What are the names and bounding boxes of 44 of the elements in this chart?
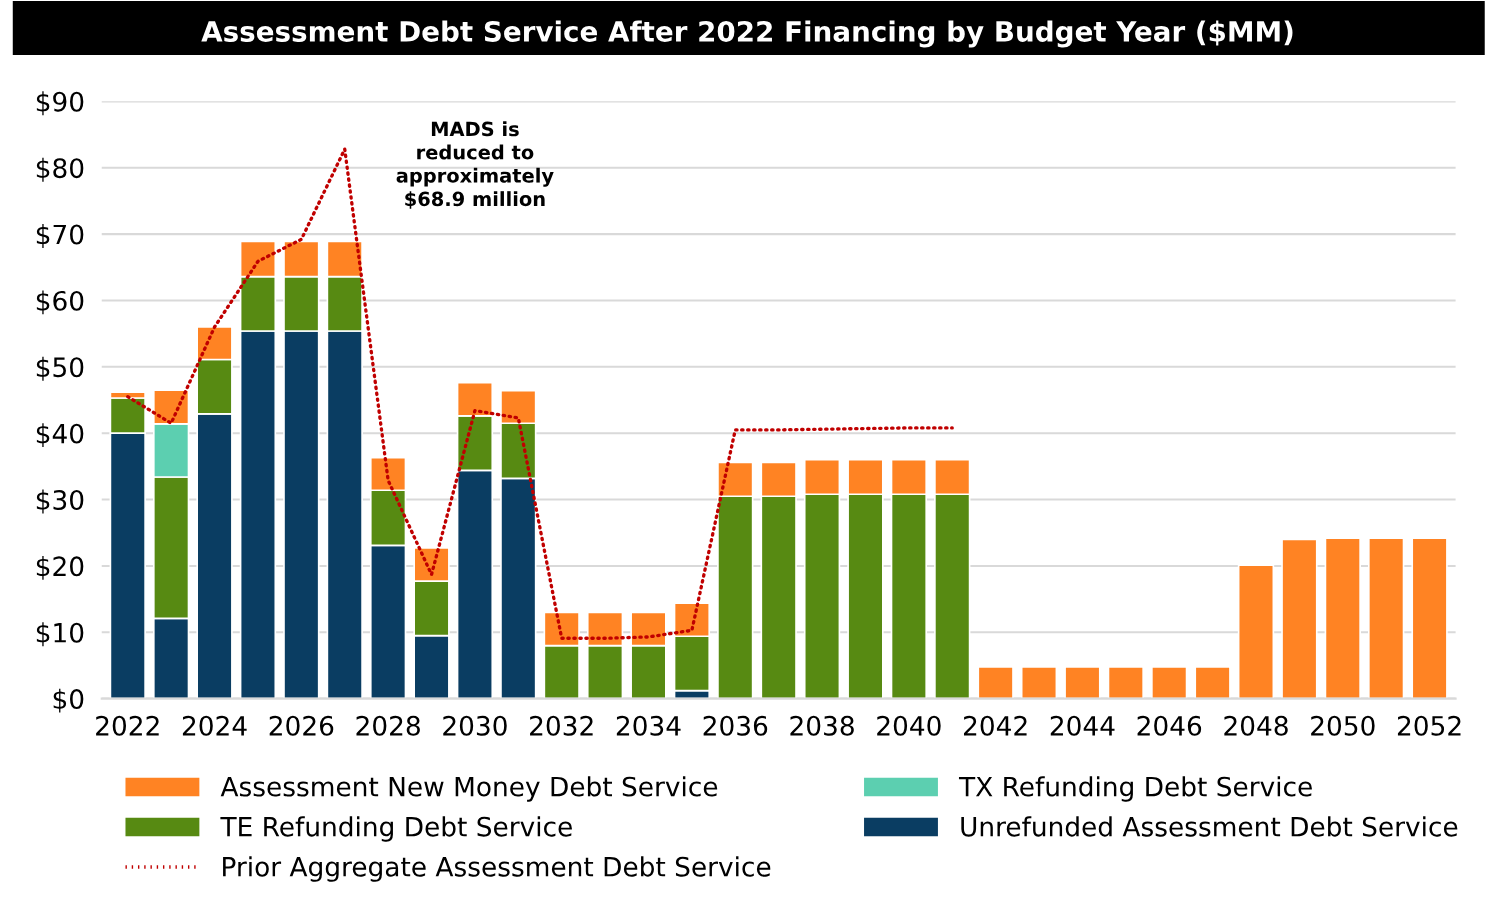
y-tick-label: $40 (36, 423, 84, 448)
bar (1064, 665, 1101, 699)
x-tick-label: 2030 (443, 715, 507, 736)
y-tick-label: $90 (36, 91, 84, 116)
x-tick-label: 2046 (1137, 715, 1202, 736)
y-tick-label: $0 (53, 688, 84, 713)
y-tick-label: $70 (36, 224, 84, 248)
chart-title: Assessment Debt Service After 2022 Financing by Budget Year ($MM) (201, 20, 1293, 48)
y-tick-label: $30 (36, 489, 84, 514)
x-tick-label: 2038 (790, 715, 854, 736)
legend-label: Prior Aggregate Assessment Debt Service (223, 856, 771, 882)
annotation: MADS is reduced to approximately $68.9 million (396, 121, 554, 209)
x-tick-label: 2050 (1311, 715, 1375, 736)
legend-label: TX Refunding Debt Service (958, 776, 1312, 802)
bar (977, 665, 1014, 699)
y-tick-label: $50 (36, 356, 84, 381)
y-tick-label: $10 (36, 622, 84, 647)
bar (1194, 665, 1231, 699)
y-tick-label: $60 (36, 290, 84, 315)
x-tick-label: 2026 (269, 715, 334, 736)
legend-label: TE Refunding Debt Service (220, 816, 572, 842)
y-tick-label: $80 (36, 157, 84, 182)
x-tick-label: 2042 (963, 715, 1027, 736)
bar (1237, 564, 1275, 699)
bar (1107, 665, 1145, 699)
x-tick-label: 2028 (356, 715, 420, 736)
x-tick-label: 2034 (616, 715, 681, 736)
x-tick-label: 2052 (1397, 715, 1461, 736)
x-tick-label: 2032 (530, 715, 593, 736)
legend-label: Assessment New Money Debt Service (220, 776, 718, 802)
x-tick-label: 2036 (703, 715, 768, 736)
bar (1367, 537, 1405, 699)
x-tick-label: 2040 (877, 715, 941, 736)
legend-label: Unrefunded Assessment Debt Service (961, 816, 1458, 837)
bar (1324, 537, 1361, 699)
x-tick-label: 2048 (1224, 715, 1288, 736)
x-tick-label: 2024 (182, 715, 247, 736)
bar (1281, 538, 1318, 699)
y-tick-label: $20 (36, 555, 84, 580)
x-tick-label: 2044 (1050, 715, 1115, 736)
x-tick-label: 2022 (96, 715, 159, 736)
bar (1020, 665, 1058, 699)
bar (1411, 537, 1448, 699)
bar (1151, 665, 1188, 699)
